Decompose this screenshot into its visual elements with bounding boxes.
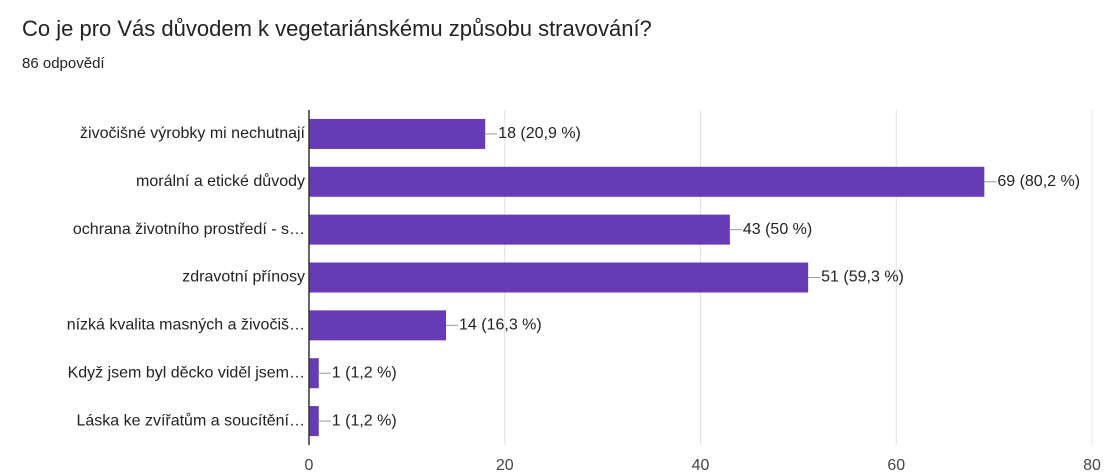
chart-title: Co je pro Vás důvodem k vegetariánskému … bbox=[22, 16, 652, 41]
value-label: 51 (59,3 %) bbox=[821, 269, 904, 286]
bar bbox=[309, 406, 319, 437]
x-tick-label: 40 bbox=[692, 457, 710, 474]
bar bbox=[309, 214, 730, 245]
bar bbox=[309, 118, 486, 149]
x-tick-label: 80 bbox=[1083, 457, 1101, 474]
y-tick-label: nízká kvalita masných a živočiš… bbox=[67, 317, 305, 334]
y-tick-label: živočišné výrobky mi nechutnají bbox=[80, 125, 306, 142]
x-tick-label: 20 bbox=[496, 457, 514, 474]
value-label: 69 (80,2 %) bbox=[997, 173, 1080, 190]
chart-subtitle: 86 odpovědí bbox=[22, 55, 105, 72]
value-label: 43 (50 %) bbox=[743, 221, 812, 238]
bar bbox=[309, 310, 447, 341]
y-tick-label: Když jsem byl děcko viděl jsem… bbox=[68, 364, 305, 381]
y-tick-label: zdravotní přínosy bbox=[182, 269, 305, 286]
y-tick-label: ochrana životního prostředí - s… bbox=[73, 221, 305, 238]
value-label: 1 (1,2 %) bbox=[332, 412, 397, 429]
bar bbox=[309, 166, 985, 197]
value-label: 14 (16,3 %) bbox=[459, 317, 542, 334]
value-label: 18 (20,9 %) bbox=[498, 125, 581, 142]
bar bbox=[309, 358, 319, 389]
value-label: 1 (1,2 %) bbox=[332, 364, 397, 381]
x-tick-label: 60 bbox=[887, 457, 905, 474]
y-tick-label: Láska ke zvířatům a soucítění… bbox=[76, 411, 305, 429]
bar bbox=[309, 262, 809, 293]
x-tick-label: 0 bbox=[305, 457, 314, 474]
y-tick-label: morální a etické důvody bbox=[136, 172, 305, 190]
